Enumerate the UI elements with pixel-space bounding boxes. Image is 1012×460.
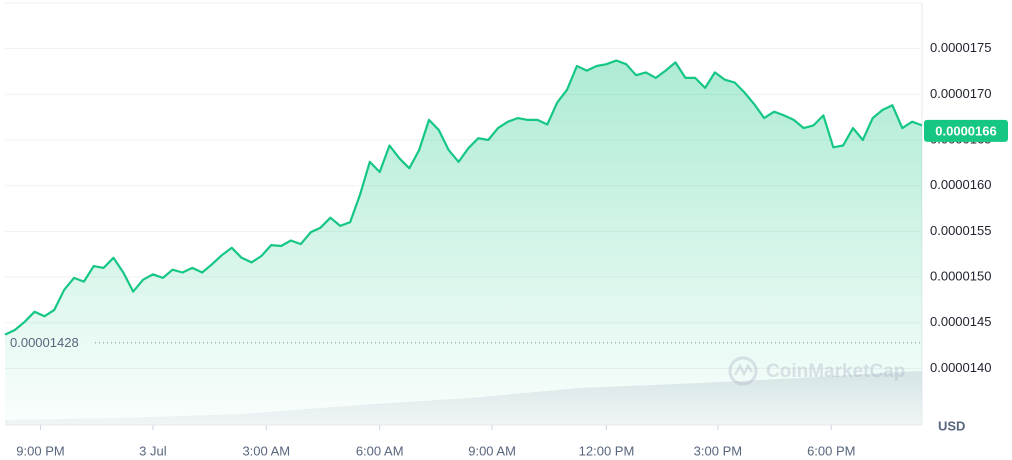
baseline-label: 0.00001428 (10, 335, 79, 350)
y-tick-label: 0.0000160 (930, 177, 991, 192)
current-price-badge (924, 119, 1008, 142)
currency-label: USD (938, 418, 965, 433)
x-tick-label: 6:00 PM (807, 443, 855, 458)
x-tick-label: 12:00 PM (579, 443, 635, 458)
y-tick-label: 0.0000140 (930, 360, 991, 375)
x-tick-label: 3:00 PM (694, 443, 742, 458)
y-tick-label: 0.0000170 (930, 86, 991, 101)
current-price-label: 0.0000166 (935, 123, 996, 138)
price-area (5, 60, 922, 425)
x-tick-label: 9:00 AM (468, 443, 516, 458)
watermark-text: CoinMarketCap (766, 361, 905, 382)
price-line (4, 59, 923, 336)
y-tick-label: 0.0000175 (930, 40, 991, 55)
watermark: CoinMarketCap (728, 356, 905, 386)
x-tick-label: 3:00 AM (242, 443, 290, 458)
y-tick-label: 0.0000155 (930, 223, 991, 238)
y-tick-label: 0.0000145 (930, 314, 991, 329)
watermark-logo-mark (733, 363, 754, 377)
watermark-logo (728, 356, 758, 386)
x-tick-label: 9:00 PM (16, 443, 64, 458)
x-tick-label: 3 Jul (139, 443, 167, 458)
x-tick-label: 6:00 AM (356, 443, 404, 458)
y-tick-label: 0.0000150 (930, 268, 991, 283)
